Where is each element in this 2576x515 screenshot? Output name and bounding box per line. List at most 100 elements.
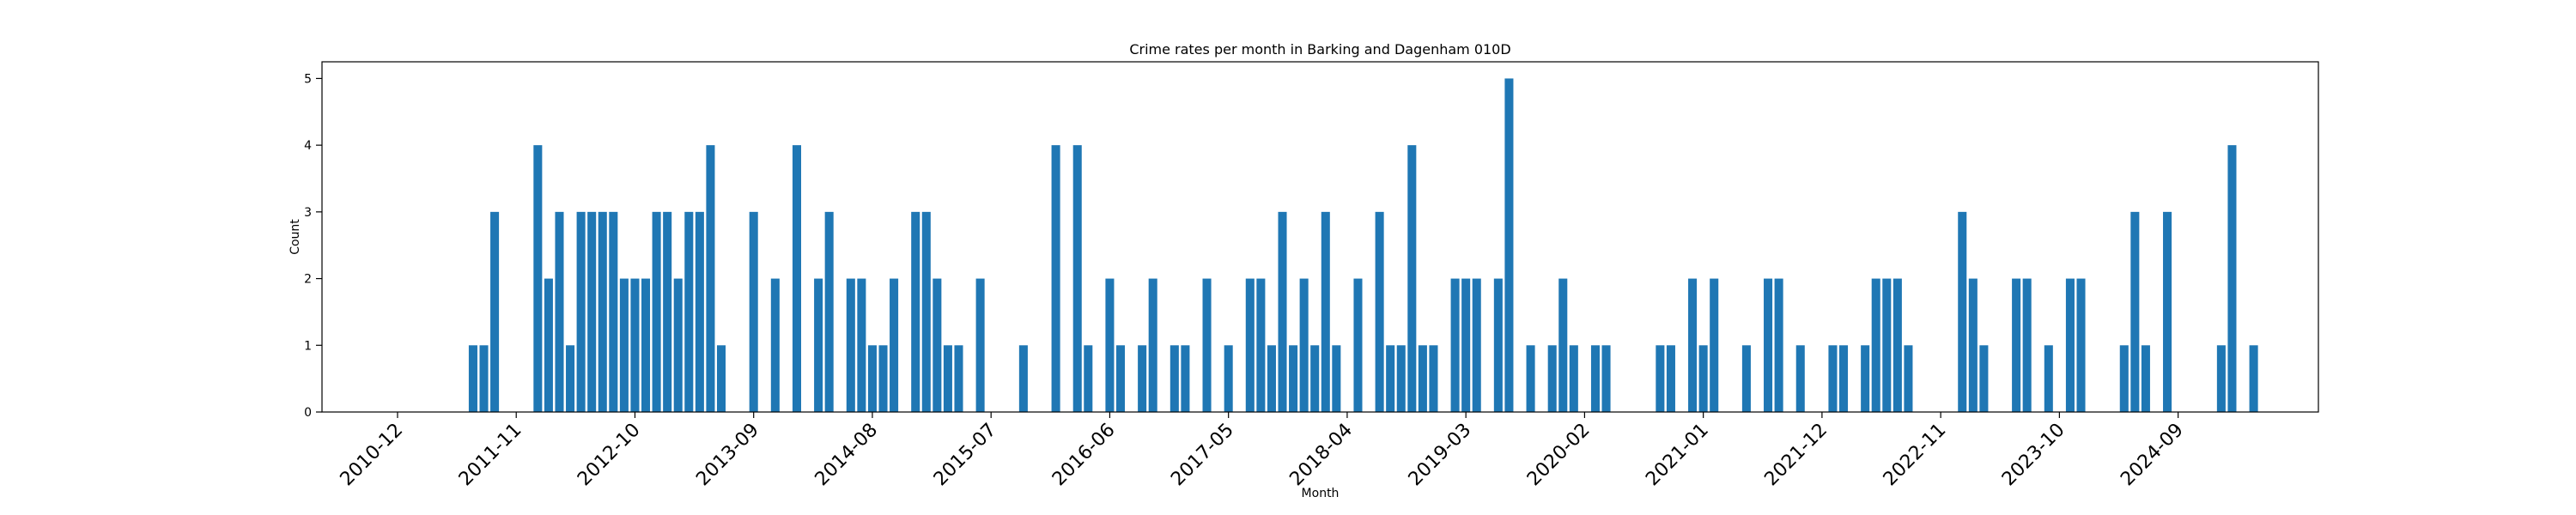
bar-2013-02	[673, 278, 683, 412]
bar-2019-12	[1558, 278, 1568, 412]
bar-2020-09	[1656, 345, 1665, 412]
bar-2017-05	[1224, 345, 1233, 412]
bar-2015-02	[933, 278, 942, 412]
bar-2015-01	[921, 211, 931, 412]
bar-2019-04	[1472, 278, 1481, 412]
bar-2022-01	[1828, 345, 1838, 412]
bar-2015-04	[954, 345, 963, 412]
bar-2019-11	[1547, 345, 1557, 412]
bar-2014-01	[792, 145, 801, 412]
bar-2022-06	[1882, 278, 1892, 412]
y-tick-label-4: 4	[304, 139, 312, 153]
bar-2016-03	[1072, 145, 1082, 412]
bar-2022-02	[1839, 345, 1849, 412]
bar-2013-01	[663, 211, 672, 412]
x-tick-label-2012-10: 2012-10	[574, 420, 645, 491]
bar-2021-08	[1774, 278, 1783, 412]
bar-2018-11	[1418, 345, 1427, 412]
bar-2017-09	[1267, 345, 1276, 412]
bar-2013-11	[770, 278, 780, 412]
x-tick-label-2016-06: 2016-06	[1048, 420, 1120, 491]
bar-2015-03	[943, 345, 952, 412]
bar-2017-08	[1256, 278, 1266, 412]
bar-2018-09	[1396, 345, 1406, 412]
bar-2016-04	[1084, 345, 1093, 412]
bar-2023-02	[1968, 278, 1978, 412]
bar-2017-12	[1299, 278, 1309, 412]
x-tick-label-2013-09: 2013-09	[692, 420, 763, 491]
x-tick-label-2021-01: 2021-01	[1642, 420, 1713, 491]
x-tick-label-2020-02: 2020-02	[1523, 420, 1595, 491]
bar-2016-06	[1105, 278, 1115, 412]
bar-2016-12	[1170, 345, 1179, 412]
bar-2020-04	[1601, 345, 1611, 412]
bar-2020-03	[1590, 345, 1600, 412]
bar-2019-02	[1450, 278, 1460, 412]
bar-2013-06	[716, 345, 726, 412]
bar-2019-03	[1461, 278, 1471, 412]
bar-2016-10	[1148, 278, 1157, 412]
bar-2018-03	[1332, 345, 1341, 412]
x-tick-label-2022-11: 2022-11	[1880, 420, 1951, 491]
bar-2024-05	[2130, 211, 2140, 412]
bar-2024-08	[2163, 211, 2172, 412]
x-tick-label-2023-10: 2023-10	[1998, 420, 2069, 491]
bar-2023-06	[2012, 278, 2021, 412]
bar-2012-07	[598, 211, 607, 412]
bar-2019-07	[1504, 78, 1514, 413]
bar-2014-07	[857, 278, 866, 412]
bar-2024-04	[2119, 345, 2129, 412]
bar-2013-09	[749, 211, 758, 412]
bar-2012-03	[555, 211, 564, 412]
bar-2021-02	[1710, 278, 1719, 412]
bar-2018-08	[1386, 345, 1395, 412]
bar-2017-03	[1202, 278, 1212, 412]
bar-2016-09	[1138, 345, 1147, 412]
bar-2011-08	[479, 345, 489, 412]
bar-2017-11	[1289, 345, 1298, 412]
y-tick-label-5: 5	[304, 72, 312, 86]
x-tick-label-2014-08: 2014-08	[811, 420, 883, 491]
x-tick-label-2015-07: 2015-07	[930, 420, 1001, 491]
bar-2021-05	[1741, 345, 1751, 412]
bar-2015-10	[1018, 345, 1028, 412]
bar-2018-05	[1353, 278, 1363, 412]
bar-2012-11	[641, 278, 651, 412]
bar-2016-01	[1051, 145, 1060, 412]
bar-2012-10	[630, 278, 640, 412]
bar-2015-06	[975, 278, 985, 412]
bar-2012-09	[619, 278, 629, 412]
bar-2023-01	[1958, 211, 1967, 412]
bar-2023-12	[2076, 278, 2086, 412]
bar-2012-12	[652, 211, 661, 412]
x-tick-label-2010-12: 2010-12	[337, 420, 408, 491]
bar-2012-04	[566, 345, 575, 412]
bar-2025-01	[2216, 345, 2226, 412]
x-tick-label-2017-05: 2017-05	[1167, 420, 1238, 491]
y-tick-label-2: 2	[304, 273, 312, 287]
bar-2022-05	[1871, 278, 1880, 412]
bar-2012-01	[533, 145, 543, 412]
bar-2014-04	[824, 211, 834, 412]
bar-2014-12	[911, 211, 920, 412]
bar-2025-04	[2249, 345, 2258, 412]
bar-2012-02	[544, 278, 553, 412]
bar-2018-01	[1310, 345, 1320, 412]
bar-2022-08	[1904, 345, 1913, 412]
plot-frame	[321, 61, 2319, 413]
bar-2021-01	[1698, 345, 1708, 412]
bar-2023-09	[2044, 345, 2053, 412]
bar-2020-12	[1688, 278, 1698, 412]
bar-2014-09	[878, 345, 888, 412]
y-axis-label: Count	[289, 219, 302, 255]
x-tick-label-2011-11: 2011-11	[455, 420, 526, 491]
bar-2014-10	[890, 278, 899, 412]
bar-2013-05	[706, 145, 715, 412]
bar-2012-05	[576, 211, 586, 412]
y-tick-label-0: 0	[304, 406, 312, 420]
bar-2022-04	[1861, 345, 1870, 412]
y-tick-label-1: 1	[304, 339, 312, 353]
x-tick-label-2021-12: 2021-12	[1760, 420, 1832, 491]
y-axis: 0 1 2 3 4 5	[304, 72, 322, 420]
